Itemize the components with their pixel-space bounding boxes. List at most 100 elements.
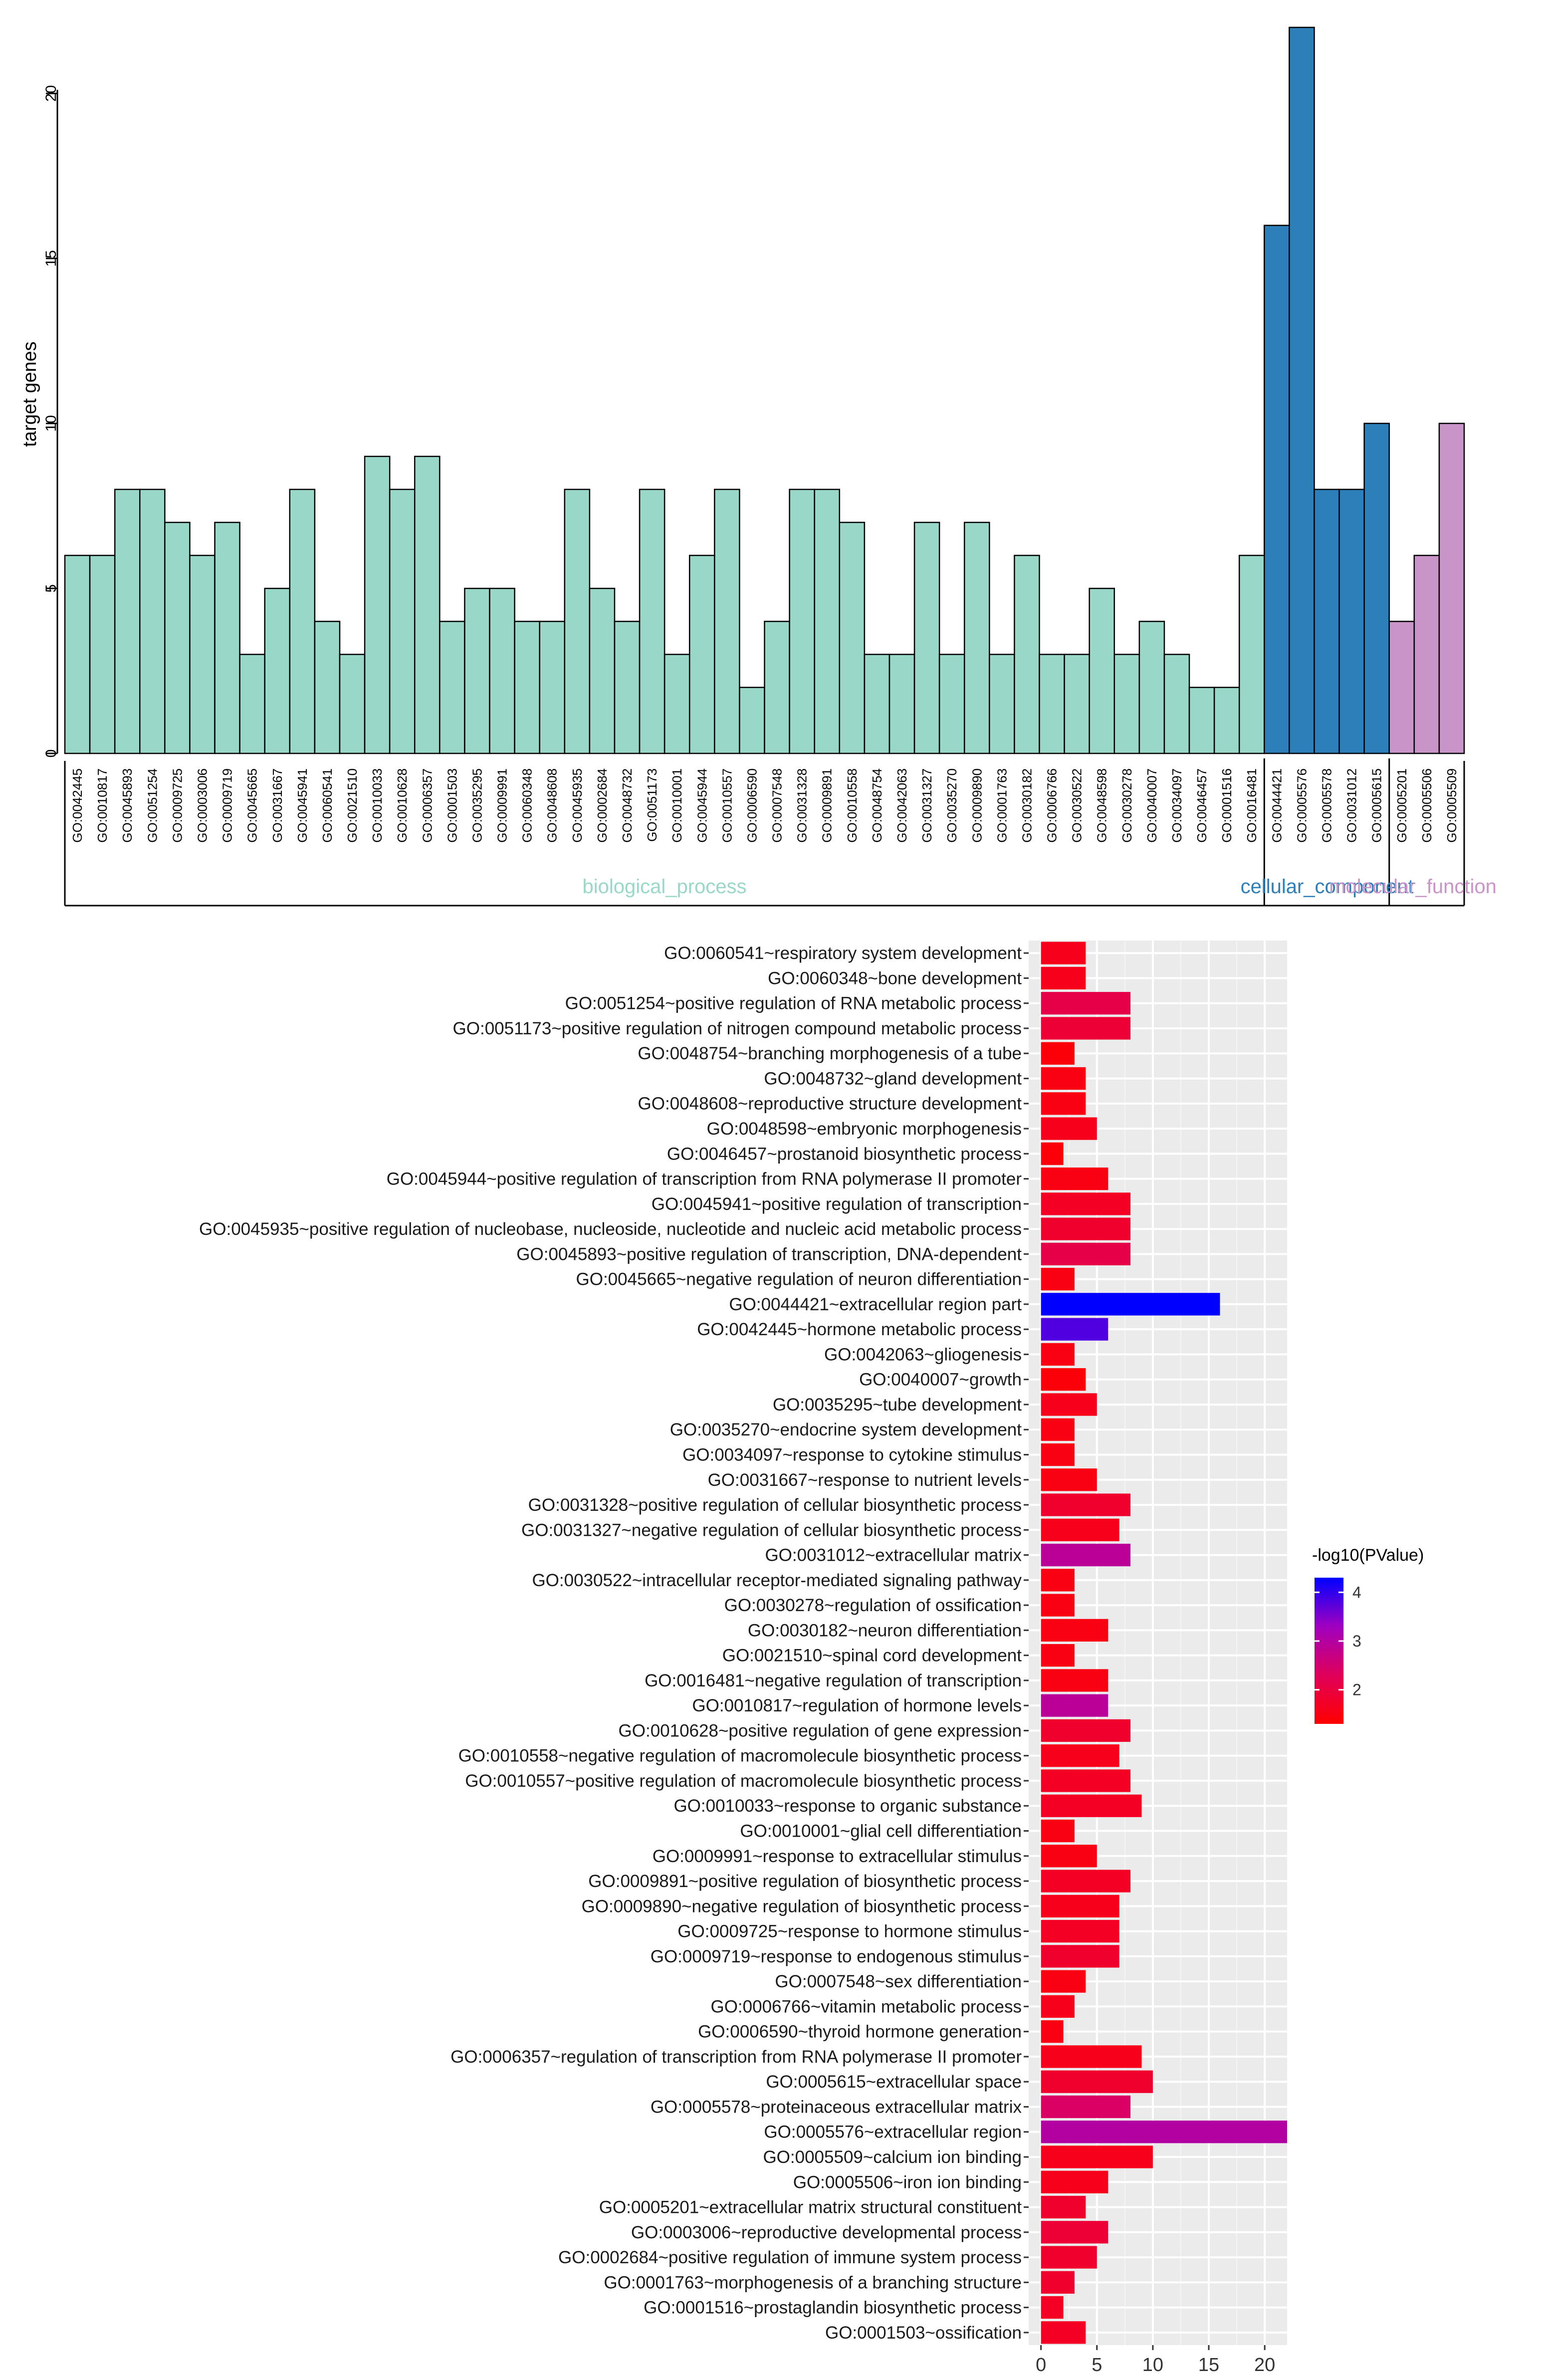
y-tick-label: GO:0007548~sex differentiation [775, 1972, 1022, 1991]
bar [1264, 225, 1290, 754]
hbar [1041, 1318, 1108, 1341]
y-tick-label: GO:0048754~branching morphogenesis of a … [638, 1044, 1022, 1063]
y-tick-label: GO:0005615~extracellular space [766, 2072, 1022, 2092]
bar [688, 554, 715, 754]
y-tick-label: GO:0042445~hormone metabolic process [697, 1320, 1022, 1339]
bar [139, 488, 166, 754]
hbar [1041, 1242, 1131, 1265]
hbar [1041, 2195, 1086, 2219]
y-tick-label: GO:0009891~positive regulation of biosyn… [588, 1872, 1022, 1891]
bar [164, 521, 191, 754]
bar [489, 588, 515, 754]
hbar [1041, 1769, 1131, 1792]
bar [1138, 621, 1165, 754]
x-tick-label: GO:0006766 [1045, 768, 1060, 843]
x-tick-label: GO:0042445 [70, 768, 85, 843]
legend-title: -log10(PValue) [1312, 1546, 1424, 1565]
bar [539, 621, 566, 754]
x-tick-label: GO:0006590 [744, 768, 759, 843]
y-tick-label: GO:0035270~endocrine system development [670, 1420, 1022, 1439]
y-tick-label: GO:0031667~response to nutrient levels [708, 1470, 1022, 1490]
hbar [1041, 1142, 1064, 1165]
y-tick-label: GO:0021510~spinal cord development [722, 1646, 1022, 1666]
bar [339, 654, 366, 754]
y-tick-label: GO:0042063~gliogenesis [824, 1345, 1022, 1364]
x-tick-label: GO:0048732 [620, 768, 635, 843]
hbar [1041, 1819, 1075, 1843]
y-axis-title: target genes [19, 341, 40, 447]
x-tick-label: GO:0044421 [1269, 768, 1284, 843]
hbar [1041, 1293, 1220, 1316]
y-tick-label: GO:0030182~neuron differentiation [748, 1621, 1022, 1640]
x-tick-label: GO:0009719 [220, 768, 235, 843]
y-tick-label: GO:0005506~iron ion binding [793, 2172, 1022, 2192]
y-tick-label: GO:0044421~extracellular region part [729, 1295, 1022, 1314]
hbar [1041, 1067, 1086, 1090]
x-tick-label: GO:0048608 [545, 768, 560, 843]
x-tick-label: GO:0045935 [570, 768, 585, 843]
x-tick-label: GO:0051254 [145, 768, 160, 843]
x-tick-label: GO:0045893 [120, 768, 135, 843]
hbar [1041, 2070, 1153, 2093]
x-tick-label: GO:0006357 [420, 768, 435, 843]
hbar [1041, 992, 1131, 1015]
y-tick-label: GO:0016481~negative regulation of transc… [645, 1671, 1022, 1690]
bar [114, 488, 141, 754]
hbar [1041, 2296, 1064, 2319]
bar [564, 488, 591, 754]
group-label: biological_process [582, 876, 746, 898]
y-tick-label: GO:0051173~positive regulation of nitrog… [453, 1019, 1022, 1038]
x-tick-label: GO:0031327 [919, 768, 934, 843]
bar [1014, 554, 1040, 754]
bar [839, 521, 866, 754]
bar [1113, 654, 1140, 754]
hbar [1041, 2121, 1287, 2143]
bar [913, 521, 940, 754]
x-tick-label: GO:0010557 [719, 768, 734, 843]
x-tick-label: GO:0009890 [969, 768, 984, 843]
x-tick-label: GO:0002684 [595, 768, 610, 843]
hbar [1041, 1895, 1119, 1917]
x-tick-label: GO:0046457 [1194, 768, 1209, 843]
hbar [1041, 2095, 1131, 2119]
x-tick-label: GO:0042063 [894, 768, 909, 843]
bar [414, 456, 441, 754]
x-tick-label: GO:0035270 [944, 768, 959, 843]
y-tick-label: GO:0010628~positive regulation of gene e… [619, 1721, 1022, 1740]
y-tick-label: GO:0010817~regulation of hormone levels [692, 1696, 1022, 1715]
hbar [1041, 1594, 1075, 1617]
x-tick-label: GO:0031667 [270, 768, 285, 843]
x-tick-label: GO:0035295 [469, 768, 484, 843]
x-tick-label: 10 [1142, 2355, 1163, 2376]
hbar [1041, 1619, 1108, 1642]
hbar [1041, 2045, 1142, 2068]
x-tick-label: GO:0051173 [645, 768, 660, 842]
hbar [1041, 1694, 1108, 1717]
bar [1438, 423, 1465, 754]
hbar [1041, 966, 1086, 990]
y-tick-label: GO:0048598~embryonic morphogenesis [707, 1119, 1022, 1139]
y-tick-label: 15 [43, 250, 59, 266]
y-tick-label: GO:0005201~extracellular matrix structur… [599, 2198, 1022, 2217]
bar [439, 621, 465, 754]
bar [89, 554, 116, 754]
y-tick-label: GO:0010033~response to organic substance [673, 1796, 1022, 1816]
hbar [1041, 2020, 1064, 2043]
x-tick-label: GO:0045941 [295, 768, 310, 843]
x-tick-label: GO:0010817 [95, 768, 110, 843]
x-tick-label: GO:0030278 [1119, 768, 1134, 843]
y-tick-label: GO:0034097~response to cytokine stimulus [682, 1445, 1022, 1464]
hbar [1041, 1995, 1075, 2018]
y-tick-label: GO:0009725~response to hormone stimulus [677, 1922, 1022, 1941]
bar [1064, 654, 1090, 754]
y-tick-label: GO:0009719~response to endogenous stimul… [651, 1947, 1022, 1966]
bar [1188, 687, 1215, 754]
x-tick-label: GO:0030522 [1070, 768, 1085, 843]
bar [1039, 654, 1065, 754]
bar [589, 588, 616, 754]
x-tick-label: GO:0003006 [195, 768, 210, 843]
y-tick-label: GO:0010558~negative regulation of macrom… [458, 1746, 1022, 1766]
bar [189, 554, 216, 754]
y-tick-label: 10 [43, 415, 59, 432]
